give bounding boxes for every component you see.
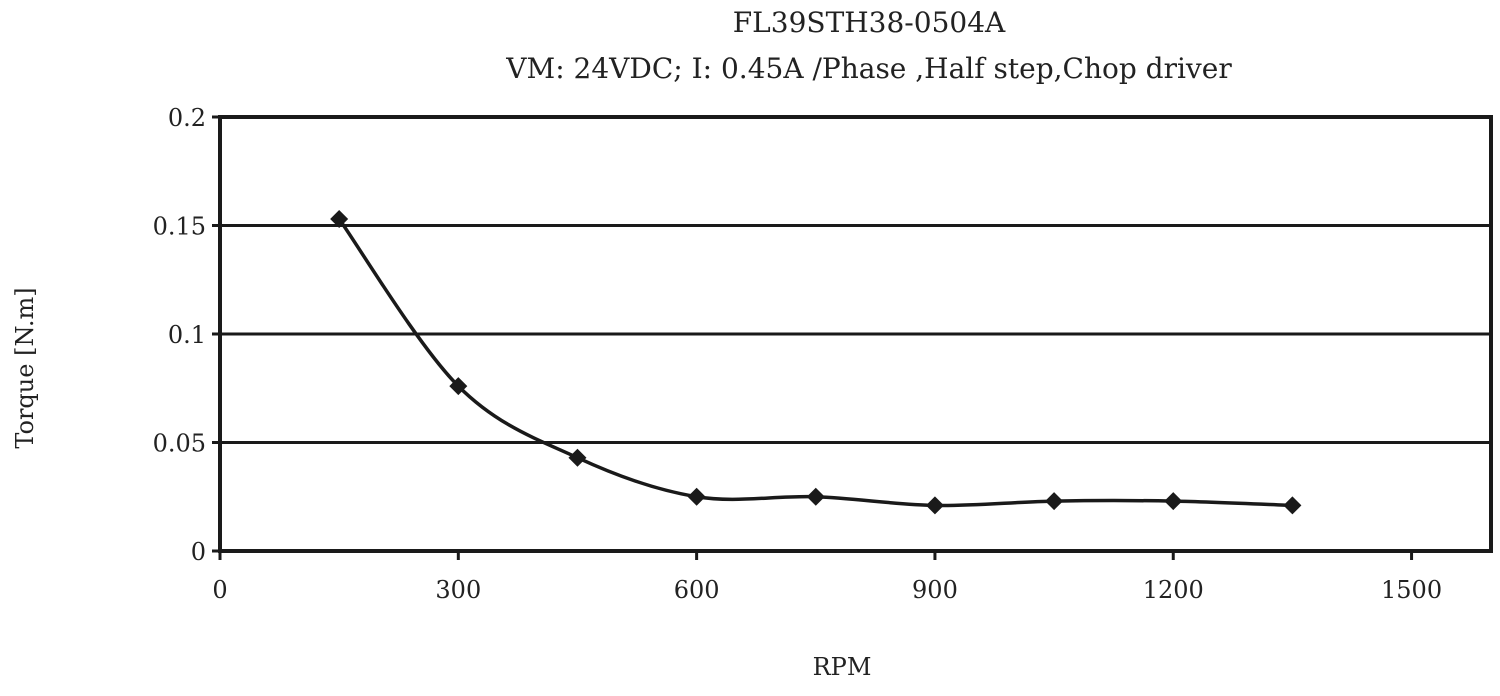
tick-labels: 0 0.05 0.1 0.15 0.2 0 300 600 900 1200 1500 [153, 104, 1443, 604]
series-line [337, 217, 1293, 508]
y-tick-label: 0 [191, 538, 206, 566]
x-tick-label: 300 [435, 576, 481, 604]
data-point [449, 377, 468, 396]
x-tick-label: 1200 [1143, 576, 1204, 604]
chart-subtitle: VM: 24VDC; I: 0.45A /Phase ,Half step,Ch… [505, 52, 1232, 85]
data-point [1045, 492, 1064, 511]
x-tick-label: 1500 [1381, 576, 1442, 604]
y-axis-label: Torque [N.m] [11, 287, 39, 448]
plot-frame [218, 115, 1493, 553]
data-point [925, 496, 944, 515]
data-point [1283, 496, 1302, 515]
gridlines [220, 224, 1491, 444]
x-tick-label: 0 [212, 576, 227, 604]
x-tick-label: 900 [912, 576, 958, 604]
data-point [806, 487, 825, 506]
y-tick-label: 0.1 [168, 321, 206, 349]
data-point [687, 487, 706, 506]
chart-title: FL39STH38-0504A [733, 6, 1006, 39]
x-axis-label: RPM [813, 653, 872, 681]
y-tick-label: 0.05 [153, 430, 206, 458]
data-point [330, 209, 349, 228]
data-point [1164, 492, 1183, 511]
x-tick-label: 600 [674, 576, 720, 604]
data-point [568, 448, 587, 467]
series [330, 209, 1302, 515]
y-tick-label: 0.15 [153, 213, 206, 241]
y-tick-label: 0.2 [168, 104, 206, 132]
